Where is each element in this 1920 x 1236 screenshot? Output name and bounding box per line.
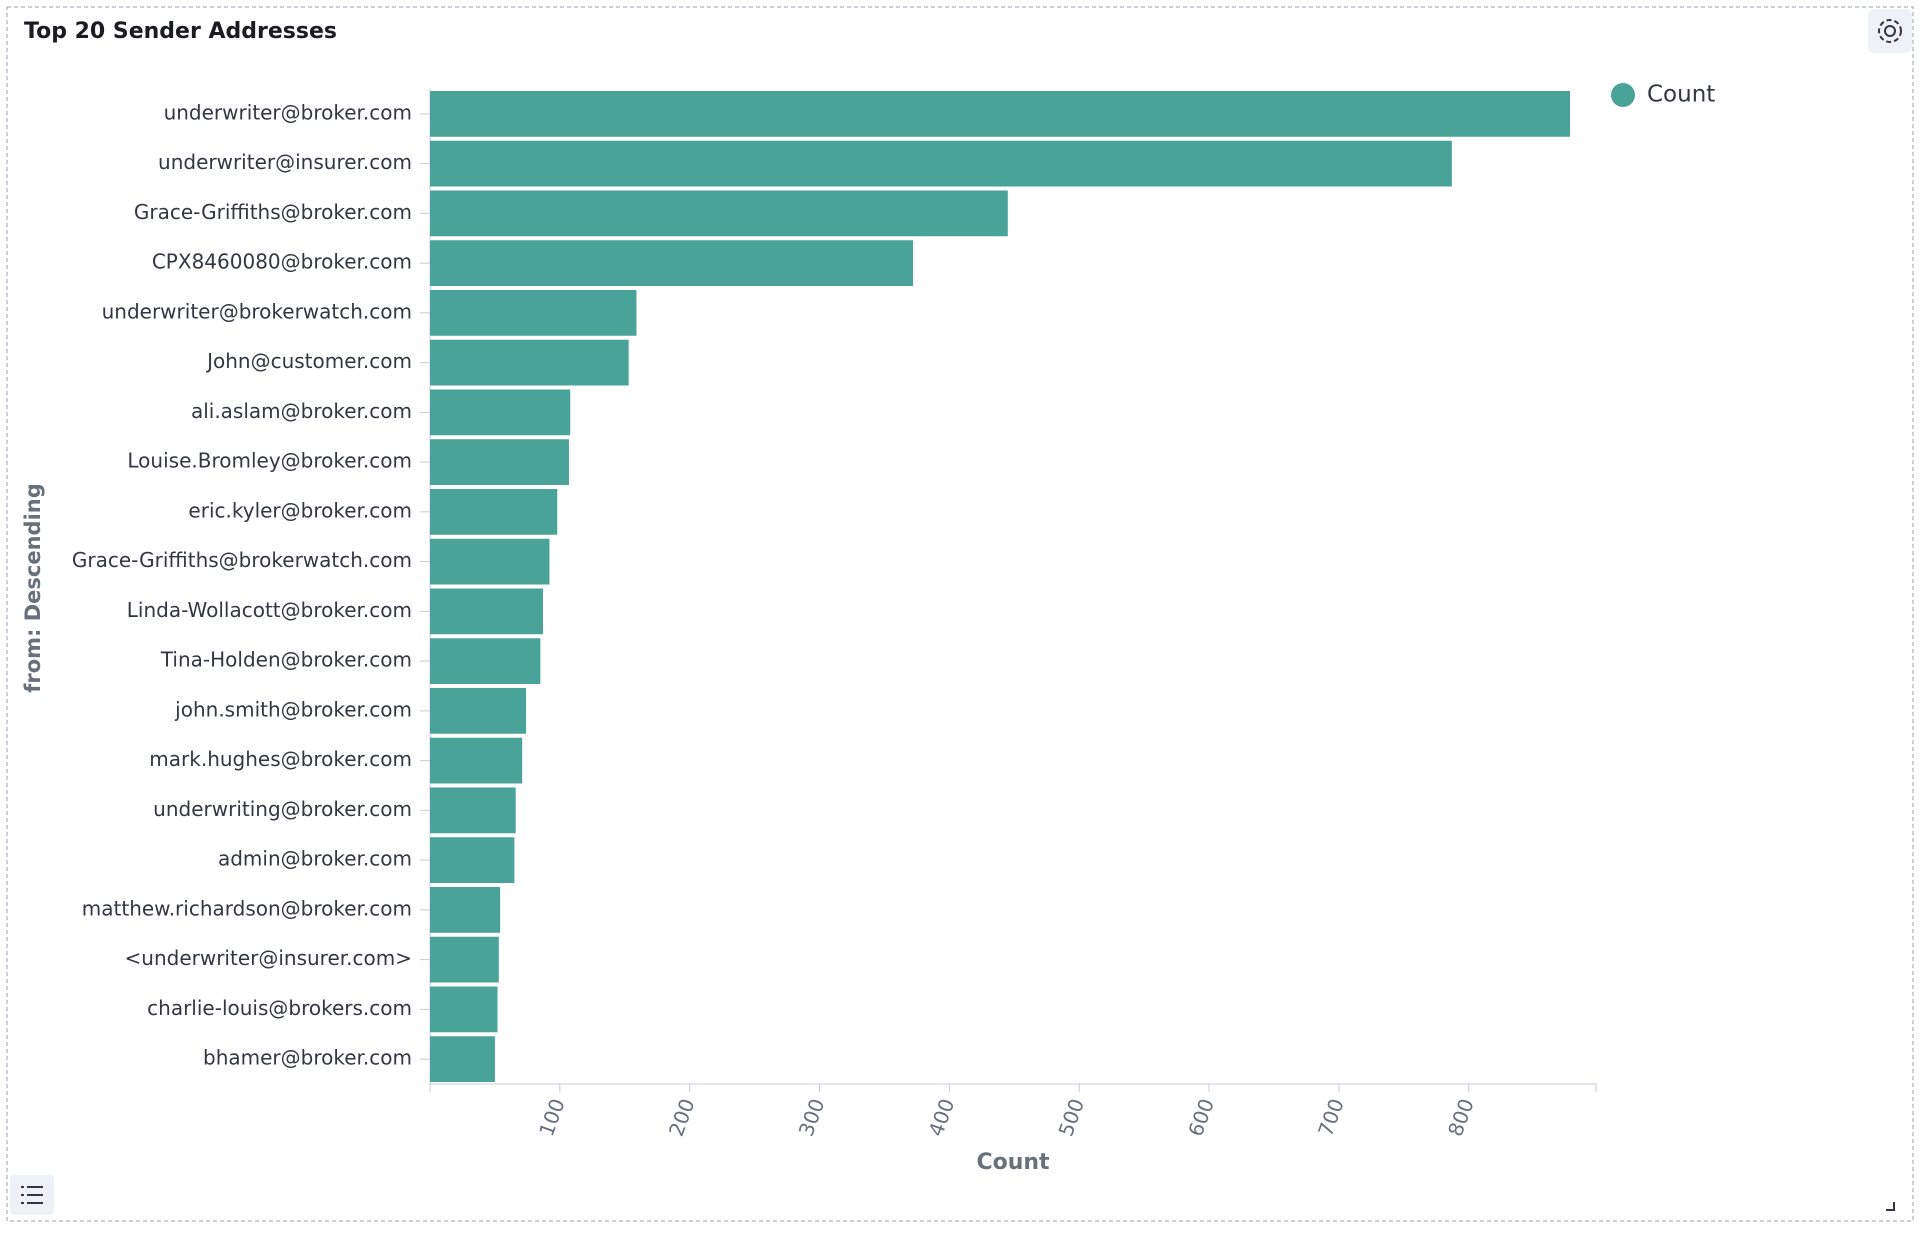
y-tick-label: mark.hughes@broker.com: [149, 747, 412, 771]
legend-toggle[interactable]: [10, 1175, 54, 1215]
bar: [430, 737, 523, 784]
bar: [430, 688, 527, 734]
bar: [430, 240, 914, 286]
panel-border: [6, 6, 1914, 1222]
x-tick-label: 200: [664, 1095, 700, 1139]
y-tick-label: bhamer@broker.com: [203, 1046, 412, 1070]
bar: [430, 986, 498, 1033]
chart-title: Top 20 Sender Addresses: [24, 19, 337, 44]
x-tick-label: 500: [1053, 1095, 1089, 1139]
y-tick-label: Tina-Holden@broker.com: [160, 648, 412, 672]
bar: [430, 489, 558, 535]
y-tick-label: charlie-louis@brokers.com: [147, 996, 412, 1020]
bar: [430, 837, 515, 883]
y-tick-label: <underwriter@insurer.com>: [125, 946, 412, 970]
bar: [430, 339, 629, 386]
y-tick-label: underwriting@broker.com: [153, 797, 412, 821]
y-tick-label: matthew.richardson@broker.com: [82, 896, 412, 920]
x-tick-label: 100: [534, 1095, 570, 1139]
x-axis-title: Count: [976, 1150, 1050, 1175]
y-tick-label: CPX8460080@broker.com: [152, 250, 412, 274]
bar: [430, 140, 1452, 187]
bar: [430, 538, 550, 585]
bar: [430, 389, 571, 436]
x-tick-label: 300: [794, 1095, 830, 1139]
y-tick-label: underwriter@broker.com: [164, 100, 412, 124]
y-tick-label: underwriter@insurer.com: [158, 150, 412, 174]
y-tick-label: eric.kyler@broker.com: [188, 498, 412, 522]
bar: [430, 787, 516, 834]
y-tick-label: john.smith@broker.com: [174, 697, 412, 721]
bar: [430, 190, 1008, 237]
x-tick-label: 400: [924, 1095, 960, 1139]
bar: [430, 439, 569, 485]
bar: [430, 887, 501, 933]
settings-button[interactable]: [1868, 9, 1912, 53]
bar: [430, 91, 1571, 137]
bar: [430, 1036, 495, 1082]
y-axis-title: from: Descending: [21, 483, 45, 693]
resize-handle[interactable]: [1886, 1202, 1895, 1211]
y-tick-label: underwriter@brokerwatch.com: [102, 299, 412, 323]
x-tick-label: 600: [1183, 1095, 1219, 1139]
x-tick-label: 700: [1313, 1095, 1349, 1139]
bar: [430, 936, 499, 983]
y-tick-label: ali.aslam@broker.com: [191, 399, 412, 423]
legend-label: Count: [1647, 82, 1715, 108]
legend-marker: [1611, 83, 1635, 107]
y-tick-label: Louise.Bromley@broker.com: [127, 449, 412, 473]
y-tick-label: admin@broker.com: [218, 847, 412, 871]
y-tick-label: Grace-Griffiths@broker.com: [134, 200, 412, 224]
bar: [430, 290, 637, 336]
bar: [430, 588, 543, 635]
bar: [430, 638, 541, 684]
y-tick-label: John@customer.com: [205, 349, 412, 373]
y-tick-label: Linda-Wollacott@broker.com: [127, 598, 412, 622]
x-tick-label: 800: [1443, 1095, 1479, 1139]
y-tick-label: Grace-Griffiths@brokerwatch.com: [72, 548, 412, 572]
